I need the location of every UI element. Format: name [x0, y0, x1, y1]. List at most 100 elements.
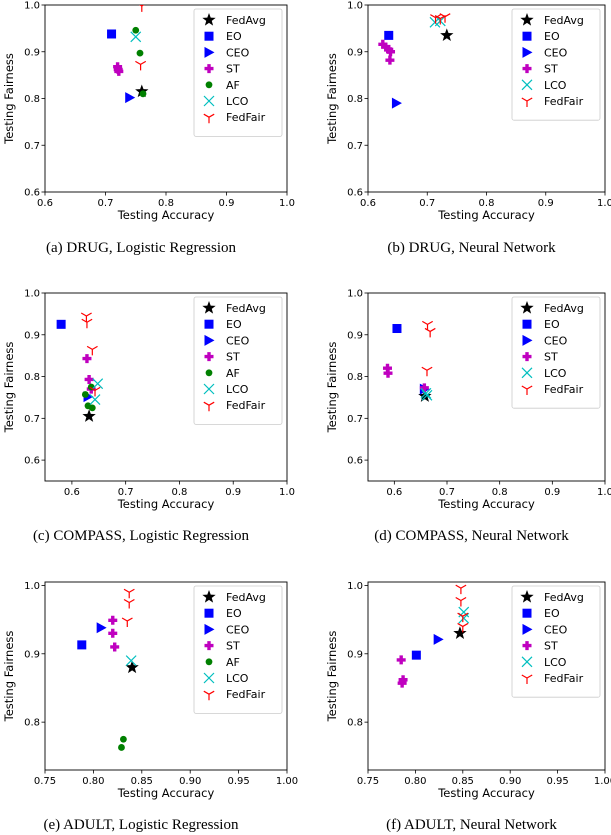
legend-marker-st: [204, 641, 214, 651]
point-st: [381, 42, 391, 52]
x-tick-label: 0.7: [98, 198, 114, 209]
point-lco: [421, 389, 433, 401]
legend-marker-fedfair: [521, 674, 533, 684]
legend-label-eo: EO: [544, 318, 560, 331]
y-axis-label: Testing Fairness: [325, 631, 339, 723]
point-eo: [77, 640, 87, 650]
data-points: [396, 584, 470, 688]
legend-label-af: AF: [226, 79, 240, 92]
y-tick-label: 0.9: [24, 330, 40, 341]
legend-label-ceo: CEO: [226, 334, 250, 347]
plot-frame: [44, 292, 288, 482]
x-tick-label: 0.6: [360, 198, 376, 209]
point-fedfair: [81, 318, 93, 329]
x-tick-label: 1.0: [279, 198, 295, 209]
legend-marker-ceo: [522, 623, 533, 635]
point-st: [383, 368, 393, 378]
point-fedfair: [430, 14, 442, 24]
point-lco: [420, 387, 432, 399]
plot-frame: [44, 581, 288, 771]
legend-label-eo: EO: [226, 318, 242, 331]
legend-marker-st: [522, 352, 532, 362]
legend-marker-fedfair: [203, 113, 215, 124]
point-eo: [411, 650, 421, 660]
x-axis-label: Testing Accuracy: [437, 497, 535, 511]
y-axis-label: Testing Fairness: [325, 53, 339, 145]
legend-marker-ceo: [522, 46, 533, 58]
x-tick-label: 1.0: [597, 487, 611, 498]
point-st: [382, 363, 392, 373]
legend-label-af: AF: [226, 367, 240, 380]
legend-label-fedavg: FedAvg: [226, 591, 266, 604]
y-tick-label: 0.9: [24, 649, 40, 660]
y-tick-label: 0.6: [24, 456, 40, 467]
y-axis-label: Testing Fairness: [2, 53, 16, 145]
legend-label-ceo: CEO: [544, 623, 568, 636]
legend-box: [511, 585, 601, 698]
legend-label-lco: LCO: [226, 672, 249, 685]
panel-caption: (f) ADULT, Neural Network: [386, 817, 557, 833]
point-lco: [89, 394, 101, 405]
x-tick-label: 0.75: [34, 776, 56, 787]
panel-d: 0.6 0.7 0.8 0.9 1.0 0.6 0.7 0.8 0.9 1.0 Testing Ac…: [325, 289, 611, 545]
point-fedfair: [135, 60, 147, 71]
point-eo: [107, 29, 117, 39]
legend-marker-fedavg: [520, 301, 534, 314]
point-fedfair: [138, 5, 145, 12]
y-tick-label: 0.7: [24, 141, 40, 152]
legend-marker-ceo: [204, 46, 215, 58]
y-tick-label: 0.6: [24, 188, 40, 199]
x-tick-label: 1.0: [279, 487, 295, 498]
plot-frame: [367, 292, 606, 482]
y-tick-label: 0.9: [347, 330, 363, 341]
legend-label-fedfair: FedFair: [544, 95, 584, 108]
x-tick-label: 0.9: [225, 487, 241, 498]
point-st: [397, 678, 407, 688]
panel-e: 0.75 0.80 0.85 0.90 0.95 1.00 0.8 0.9 1.0 Testing…: [2, 581, 298, 833]
point-st: [108, 628, 118, 638]
point-fedfair: [121, 617, 133, 627]
legend-marker-eo: [204, 31, 214, 41]
point-lco: [130, 31, 142, 43]
x-tick-label: 0.7: [118, 487, 134, 498]
point-fedfair: [123, 598, 135, 609]
legend-marker-ceo: [522, 334, 533, 346]
legend-label-ceo: CEO: [544, 46, 568, 59]
x-tick-label: 0.9: [538, 198, 554, 209]
y-tick-label: 0.7: [347, 414, 363, 425]
legend-label-fedfair: FedFair: [226, 688, 266, 701]
point-st: [396, 655, 406, 665]
legend-marker-fedavg: [202, 590, 216, 603]
legend-label-lco: LCO: [226, 383, 249, 396]
legend-label-fedfair: FedFair: [544, 383, 584, 396]
legend-label-ceo: CEO: [544, 334, 568, 347]
point-ceo: [96, 622, 107, 634]
x-tick-label: 0.80: [404, 776, 426, 787]
point-eo: [384, 30, 394, 40]
legend-box: [193, 8, 283, 137]
legend-marker-lco: [521, 656, 533, 668]
y-tick-label: 0.7: [347, 141, 363, 152]
x-axis-label: Testing Accuracy: [117, 497, 215, 511]
y-tick-label: 0.8: [24, 94, 40, 105]
panel-caption: (c) COMPASS, Logistic Regression: [33, 528, 250, 544]
point-ceo: [391, 97, 402, 109]
data-points: [77, 588, 139, 751]
point-fedfair: [439, 13, 451, 23]
point-af: [120, 735, 127, 743]
y-tick-label: 0.8: [347, 372, 363, 383]
x-tick-label: 0.9: [544, 487, 560, 498]
point-fedavg: [82, 409, 96, 422]
legend-label-fedfair: FedFair: [226, 399, 266, 412]
legend-label-fedavg: FedAvg: [544, 302, 584, 315]
legend-label-st: ST: [226, 640, 240, 653]
legend-label-lco: LCO: [544, 367, 567, 380]
legend-label-lco: LCO: [544, 79, 567, 92]
legend-marker-eo: [204, 319, 214, 329]
y-tick-label: 0.9: [347, 649, 363, 660]
point-fedfair: [424, 327, 436, 338]
legend-label-st: ST: [544, 63, 558, 76]
panel-b: 0.6 0.7 0.8 0.9 1.0 0.6 0.7 0.8 0.9 1.0 Testing Ac…: [325, 1, 611, 257]
point-fedfair: [123, 588, 135, 599]
y-tick-label: 0.9: [24, 47, 40, 58]
